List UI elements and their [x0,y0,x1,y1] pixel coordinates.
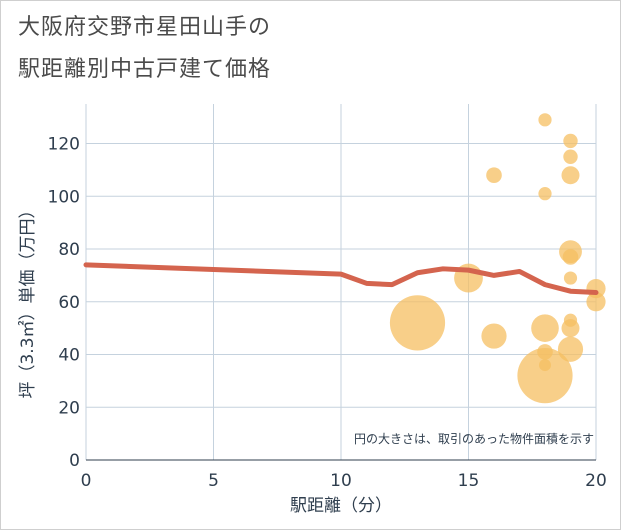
y-tick-label: 80 [58,240,80,260]
scatter-bubble [538,113,552,127]
y-tick-label: 100 [48,187,80,207]
scatter-bubble [538,187,552,201]
x-tick-label: 5 [208,471,219,491]
size-annotation: 円の大きさは、取引のあった物件面積を示す [354,431,594,446]
scatter-bubble [561,166,580,185]
x-tick-label: 15 [458,471,480,491]
scatter-bubble [557,336,584,362]
scatter-bubble [561,319,580,338]
x-tick-label: 20 [585,471,607,491]
scatter-bubble [586,292,606,312]
y-tick-label: 40 [58,346,80,366]
grid-lines [85,104,597,461]
y-axis-label: 坪（3.3㎡）単価（万円） [18,201,38,398]
x-axis-label: 駅距離（分） [290,496,392,516]
scatter-bubble [562,249,579,265]
scatter-bubble [517,348,573,404]
x-tick-label: 10 [330,471,352,491]
scatter-bubble [481,323,507,349]
scatter-bubble [531,314,559,342]
y-tick-label: 60 [58,293,80,313]
y-tick-label: 0 [69,451,80,471]
tick-label-layer: 0 5 10 15 20 0 20 40 60 80 100 120 [48,135,607,491]
chart-title-line2: 駅距離別中古戸建て価格 [18,57,272,82]
trend-line-layer [83,262,599,296]
scatter-bubble [563,271,578,285]
average-price-line [83,262,599,296]
scatter-bubble [563,133,578,149]
scatter-bubble [563,149,578,164]
x-tick-label: 0 [81,471,92,491]
y-tick-label: 120 [48,135,80,155]
scatter-bubble [389,295,446,351]
scatter-bubble [486,167,502,183]
chart-title-line1: 大阪府交野市星田山手の [18,15,272,40]
y-tick-label: 20 [58,398,80,418]
